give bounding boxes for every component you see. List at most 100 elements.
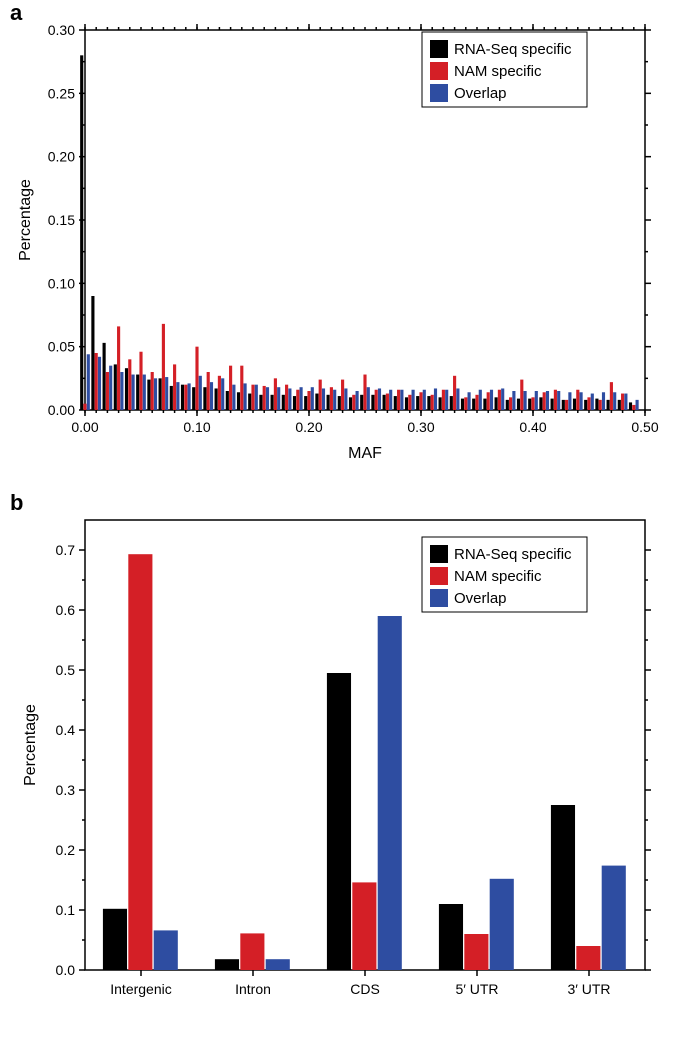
bar — [557, 391, 560, 410]
bar — [139, 352, 142, 410]
bar — [117, 326, 120, 410]
bar — [266, 959, 290, 970]
bar — [535, 391, 538, 410]
bar — [218, 376, 221, 410]
bar — [517, 399, 520, 410]
y-axis-title: Percentage — [17, 179, 34, 261]
bar — [333, 390, 336, 410]
bar — [599, 400, 602, 410]
bar — [629, 402, 632, 410]
y-axis-title: Percentage — [22, 704, 39, 786]
bar — [184, 385, 187, 410]
bar — [408, 395, 411, 410]
x-tick-label: 0.10 — [183, 419, 210, 435]
bar — [114, 364, 117, 410]
bar — [232, 385, 235, 410]
legend-label: RNA-Seq specific — [454, 41, 572, 58]
bar — [378, 388, 381, 410]
bar — [576, 390, 579, 410]
bar — [83, 404, 86, 410]
bar — [307, 391, 310, 410]
bar — [188, 383, 191, 410]
bar — [378, 616, 402, 970]
bar — [464, 934, 488, 970]
bar — [509, 397, 512, 410]
bar — [490, 390, 493, 410]
bar — [263, 386, 266, 410]
bar — [95, 353, 98, 410]
bar — [487, 392, 490, 410]
bar — [602, 392, 605, 410]
bar — [103, 909, 127, 970]
bar — [251, 385, 254, 410]
bar — [296, 390, 299, 410]
bar — [632, 405, 635, 410]
bar — [109, 366, 112, 410]
bar — [162, 324, 165, 410]
bar — [427, 396, 430, 410]
bar — [412, 390, 415, 410]
bar — [383, 395, 386, 410]
bar — [215, 959, 239, 970]
bar — [531, 397, 534, 410]
bar — [419, 392, 422, 410]
bar — [434, 388, 437, 410]
bar — [282, 395, 285, 410]
bar — [551, 805, 575, 970]
bar — [215, 388, 218, 410]
bar — [483, 399, 486, 410]
bar — [551, 399, 554, 410]
y-tick-label: 0.20 — [48, 149, 75, 165]
y-tick-label: 0.05 — [48, 339, 75, 355]
y-tick-label: 0.15 — [48, 212, 75, 228]
bar — [621, 394, 624, 410]
bar — [195, 347, 198, 410]
bar — [445, 390, 448, 410]
bar — [210, 382, 213, 410]
bar — [400, 390, 403, 410]
bar — [170, 386, 173, 410]
bar — [322, 388, 325, 410]
bar — [607, 400, 610, 410]
bar — [543, 392, 546, 410]
bar — [520, 380, 523, 410]
bar — [461, 399, 464, 410]
bar — [439, 397, 442, 410]
category-label: 5′ UTR — [455, 981, 498, 997]
bar — [539, 397, 542, 410]
bar — [192, 387, 195, 410]
bar — [207, 372, 210, 410]
bar — [120, 372, 123, 410]
bar — [338, 396, 341, 410]
x-tick-label: 0.50 — [631, 419, 658, 435]
bar — [423, 390, 426, 410]
y-tick-label: 0.0 — [56, 962, 76, 978]
category-label: Intergenic — [110, 981, 171, 997]
bar — [367, 387, 370, 410]
bar — [602, 866, 626, 970]
bar — [587, 397, 590, 410]
y-tick-label: 0.4 — [56, 722, 76, 738]
bar — [453, 376, 456, 410]
bar — [352, 395, 355, 410]
bar — [274, 378, 277, 410]
bar — [591, 394, 594, 410]
category-label: 3′ UTR — [567, 981, 610, 997]
bar — [576, 946, 600, 970]
panel-a-label: a — [10, 0, 22, 26]
bar — [490, 879, 514, 970]
bar — [501, 388, 504, 410]
legend-label: NAM specific — [454, 568, 542, 585]
bar — [277, 387, 280, 410]
bar — [506, 400, 509, 410]
category-label: Intron — [235, 981, 271, 997]
bar — [271, 395, 274, 410]
bar — [450, 396, 453, 410]
y-tick-label: 0.25 — [48, 85, 75, 101]
bar — [330, 387, 333, 410]
bar — [528, 399, 531, 410]
y-tick-label: 0.10 — [48, 275, 75, 291]
legend-swatch — [430, 545, 448, 563]
x-tick-label: 0.30 — [407, 419, 434, 435]
y-tick-label: 0.1 — [56, 902, 76, 918]
